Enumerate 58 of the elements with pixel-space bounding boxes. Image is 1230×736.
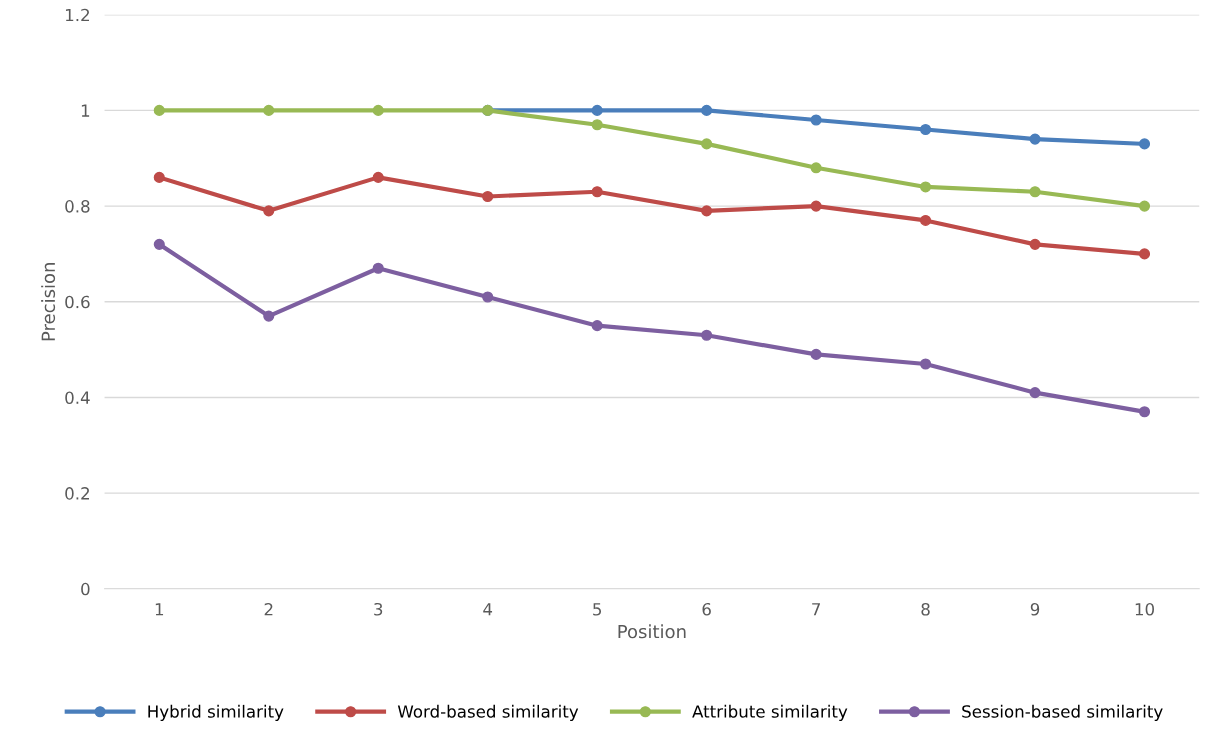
point xyxy=(263,310,275,322)
point xyxy=(591,119,603,131)
legend-label: Attribute similarity xyxy=(692,704,848,721)
x-tick-label: 4 xyxy=(483,603,493,616)
legend-label: Word-based similarity xyxy=(397,704,579,721)
x-tick-label: 8 xyxy=(921,602,930,616)
point xyxy=(1138,248,1151,260)
x-tick-label: 5 xyxy=(593,603,602,616)
point xyxy=(810,200,822,212)
point xyxy=(920,123,932,136)
point xyxy=(1029,133,1041,145)
point xyxy=(153,104,165,116)
point xyxy=(153,171,165,183)
legend-label: Hybrid similarity xyxy=(148,704,284,721)
point xyxy=(810,348,822,360)
point xyxy=(701,138,713,150)
point xyxy=(1138,200,1151,212)
x-tick-label: 10 xyxy=(1135,602,1155,616)
x-tick-label: 2 xyxy=(264,602,273,616)
point xyxy=(482,291,494,303)
x-tick-label: 6 xyxy=(702,602,711,616)
point xyxy=(810,114,822,126)
x-tick-label: 3 xyxy=(374,602,383,616)
legend-label: Session-based similarity xyxy=(962,704,1163,721)
point xyxy=(591,320,603,332)
y-tick-label: 0 xyxy=(81,582,90,596)
point xyxy=(372,171,384,183)
point xyxy=(372,104,384,116)
point xyxy=(153,238,165,250)
point xyxy=(372,262,384,274)
point xyxy=(701,329,713,341)
point xyxy=(263,205,275,217)
point xyxy=(1029,387,1041,399)
point xyxy=(591,104,603,116)
y-tick-label: 0.6 xyxy=(65,295,90,309)
point xyxy=(701,205,713,217)
y-tick-label: 0.4 xyxy=(65,391,90,405)
point xyxy=(263,104,275,116)
point xyxy=(920,214,932,226)
point xyxy=(1029,238,1041,250)
point xyxy=(810,162,822,174)
point xyxy=(482,190,494,203)
y-tick-label: 1.2 xyxy=(65,8,89,22)
point xyxy=(920,181,932,193)
point xyxy=(1138,138,1151,150)
x-tick-label: 9 xyxy=(1030,602,1040,616)
point xyxy=(701,104,713,116)
y-axis-title: Precision xyxy=(41,263,56,341)
y-tick-label: 0.2 xyxy=(65,487,89,500)
point xyxy=(1029,186,1041,198)
point xyxy=(1138,406,1151,418)
x-tick-label: 1 xyxy=(155,603,164,616)
point xyxy=(591,186,603,198)
y-tick-label: 0.8 xyxy=(65,200,90,213)
x-tick-label: 7 xyxy=(812,603,820,616)
x-axis-title: Position xyxy=(618,624,686,639)
point xyxy=(920,358,932,370)
y-tick-label: 1 xyxy=(81,104,90,117)
